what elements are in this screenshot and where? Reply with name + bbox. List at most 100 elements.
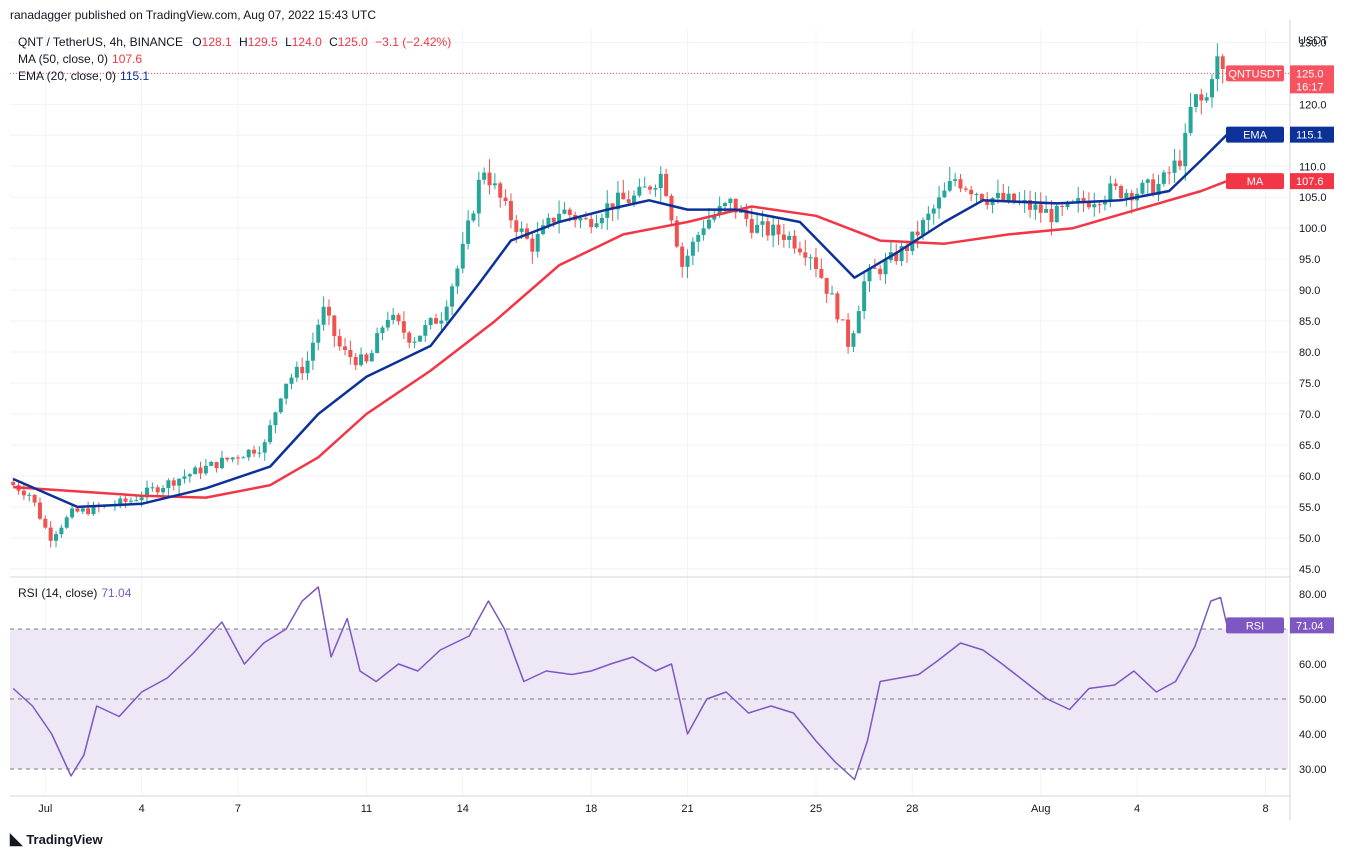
ema-value: 115.1 (120, 69, 150, 83)
candle (214, 461, 219, 473)
symbol-legend[interactable]: QNT / TetherUS, 4h, BINANCE O128.1 H129.… (18, 35, 451, 49)
candle-body (594, 223, 599, 228)
candle (1156, 174, 1161, 202)
candle-body (59, 527, 64, 535)
candle (417, 335, 422, 343)
time-tick-label: Aug (1031, 803, 1051, 815)
candle (1001, 184, 1006, 203)
candle (835, 291, 840, 323)
close-label: C (329, 35, 338, 49)
candle-body (182, 476, 187, 479)
rsi-legend[interactable]: RSI (14, close) 71.04 (18, 586, 131, 600)
ema-badge-label: EMA (1243, 130, 1268, 142)
candle (203, 458, 208, 476)
candle (252, 445, 257, 458)
candle (1060, 202, 1065, 217)
candle (1017, 191, 1022, 206)
candle-body (883, 260, 888, 275)
candle-body (359, 354, 364, 366)
candle (498, 181, 503, 208)
candle (380, 325, 385, 341)
candle-body (428, 318, 433, 326)
candle-body (1006, 193, 1011, 201)
candle (1102, 195, 1107, 211)
candle-body (21, 490, 26, 496)
candle (685, 249, 690, 279)
candle-body (696, 234, 701, 242)
candle (1129, 189, 1134, 214)
candle (70, 505, 75, 520)
ma-legend[interactable]: MA (50, close, 0) 107.6 (18, 52, 142, 66)
candle (690, 237, 695, 266)
candle-body (300, 366, 305, 374)
candle (557, 200, 562, 234)
candle-body (343, 346, 348, 350)
candle (171, 477, 176, 491)
candle-body (771, 224, 776, 236)
candle (1140, 179, 1145, 196)
candle (128, 497, 133, 504)
candle-body (37, 502, 42, 519)
axes: 45.0 50.0 55.0 60.0 65.0 70.0 75.0 80.0 85.0 90.0… (10, 20, 1328, 820)
candle (594, 214, 599, 229)
candle-body (27, 494, 32, 496)
candle-body (444, 306, 449, 321)
candle-body (150, 487, 155, 489)
candle (482, 167, 487, 185)
candle-body (214, 461, 219, 469)
ma-badge-value: 107.6 (1296, 176, 1324, 188)
time-tick-label: 21 (681, 803, 693, 815)
candle (262, 439, 267, 461)
rsi-line (12, 586, 1228, 781)
candle (947, 166, 952, 193)
candle (1199, 88, 1204, 115)
candle-body (1124, 192, 1129, 199)
candle (958, 174, 963, 193)
candle-body (846, 319, 851, 347)
tradingview-logo[interactable]: ◣ TradingView (10, 829, 103, 849)
candle (1204, 92, 1209, 104)
ma-label: MA (50, close, 0) (18, 52, 109, 66)
candle (953, 172, 958, 187)
candle (166, 478, 171, 496)
candle-body (797, 248, 802, 253)
time-tick-label: 4 (139, 803, 145, 815)
candle (268, 419, 273, 445)
candle-body (878, 268, 883, 275)
candle-body (1022, 199, 1027, 201)
candle (926, 206, 931, 231)
candle (391, 307, 396, 325)
candle (664, 168, 669, 198)
candle (150, 482, 155, 492)
candle (728, 197, 733, 209)
candle-body (439, 320, 444, 324)
candle-body (139, 497, 144, 501)
candle-body (979, 194, 984, 201)
rsi-badge: RSI 71.04 (1226, 617, 1334, 634)
candle (118, 496, 123, 509)
candle (931, 204, 936, 225)
candle (273, 411, 278, 434)
price-badge-label-box (1226, 65, 1284, 82)
candle-body (417, 335, 422, 342)
candle (1220, 54, 1225, 84)
candle (878, 264, 883, 281)
price-tick-label: 75.0 (1299, 378, 1320, 390)
candle-body (808, 257, 813, 259)
candle-body (476, 179, 481, 214)
candle-body (503, 197, 508, 201)
time-tick-label: Jul (38, 803, 52, 815)
ema-legend[interactable]: EMA (20, close, 0) 115.1 (18, 69, 149, 83)
candle-body (198, 467, 203, 474)
candle-body (781, 234, 786, 240)
change-value: −3.1 (−2.42%) (375, 35, 452, 49)
candle (888, 240, 893, 264)
candle-body (733, 198, 738, 213)
candle-body (1145, 179, 1150, 183)
candle-body (899, 246, 904, 262)
candle (177, 478, 182, 494)
candle-body (391, 314, 396, 320)
symbol-label: QNT / TetherUS, 4h, BINANCE (18, 35, 183, 49)
candle-body (599, 217, 604, 224)
